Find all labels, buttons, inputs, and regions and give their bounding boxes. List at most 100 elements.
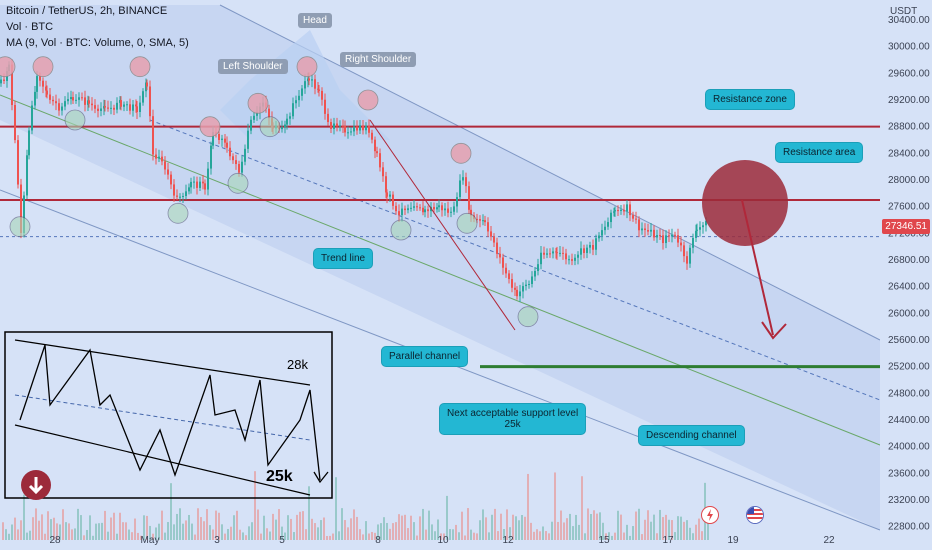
- candle-body: [64, 101, 66, 107]
- candle-body: [470, 209, 472, 216]
- candle-body: [152, 116, 154, 155]
- volume-bar: [482, 509, 484, 540]
- volume-bar: [146, 515, 148, 540]
- candle-body: [190, 181, 192, 188]
- candle-body: [465, 177, 467, 187]
- candle-body: [696, 229, 698, 231]
- y-tick-label: 24800.00: [888, 388, 930, 399]
- down-arrow-badge-icon[interactable]: [21, 470, 51, 500]
- y-tick-label: 25200.00: [888, 362, 930, 373]
- candle-body: [427, 209, 429, 212]
- volume-bar: [224, 533, 226, 540]
- candle-body: [674, 234, 676, 236]
- volume-bar: [611, 535, 613, 540]
- candle-body: [304, 81, 306, 89]
- candle-body: [173, 184, 175, 196]
- candle-body: [487, 222, 489, 232]
- volume-bar: [617, 510, 619, 540]
- us-flag-icon[interactable]: [746, 506, 764, 524]
- volume-bar: [347, 527, 349, 540]
- candle-body: [28, 130, 30, 156]
- candle-body: [401, 208, 403, 216]
- volume-bar: [284, 532, 286, 540]
- projection-arrow-head: [761, 321, 787, 340]
- volume-bar: [107, 531, 109, 540]
- candle-body: [626, 204, 628, 212]
- candle-body: [365, 125, 367, 131]
- candle-body: [689, 247, 691, 264]
- candle-body: [308, 78, 310, 81]
- candle-body: [614, 210, 616, 212]
- volume-bar: [275, 519, 277, 540]
- candle-body: [298, 95, 300, 101]
- flash-icon[interactable]: [701, 506, 719, 524]
- channel-mid-dashed-line: [149, 119, 881, 401]
- candle-body: [235, 160, 237, 165]
- trend-line: [0, 94, 881, 446]
- volume-bar: [5, 529, 7, 540]
- volume-bar: [272, 513, 274, 540]
- volume-bar: [257, 509, 259, 540]
- candle-body: [42, 80, 44, 87]
- volume-bar: [245, 535, 247, 540]
- volume-bar: [440, 533, 442, 540]
- volume-bar: [338, 531, 340, 540]
- volume-bar: [269, 531, 271, 540]
- candle-body: [514, 287, 516, 290]
- candle-body: [342, 125, 344, 127]
- candle-body: [617, 210, 619, 212]
- candle-body: [424, 209, 426, 213]
- candle-body: [104, 106, 106, 108]
- volume-bar: [77, 508, 79, 540]
- inset-mid-line: [14, 394, 311, 441]
- volume-bar: [128, 529, 130, 540]
- support-level-line1: Next acceptable support level: [447, 408, 579, 419]
- price-axis[interactable]: [880, 0, 932, 550]
- ma-indicator-label: MA (9, Vol · BTC: Volume, 0, SMA, 5): [6, 37, 189, 49]
- volume-bar: [242, 532, 244, 540]
- pivot-high-marker: [32, 56, 54, 78]
- volume-bar: [251, 522, 253, 540]
- candle-body: [244, 148, 246, 162]
- volume-indicator-label: Vol · BTC: [6, 21, 54, 33]
- candle-body: [496, 242, 498, 254]
- volume-bar: [407, 528, 409, 540]
- volume-bar: [659, 509, 661, 540]
- candle-body: [574, 257, 576, 261]
- candle-body: [350, 131, 352, 133]
- volume-bar: [164, 532, 166, 540]
- volume-bar: [491, 514, 493, 540]
- candle-body: [353, 126, 355, 132]
- volume-bar: [188, 514, 190, 540]
- volume-bar: [707, 509, 709, 540]
- candle-body: [456, 197, 458, 207]
- candle-body: [671, 234, 673, 237]
- pivot-high-marker: [0, 56, 16, 78]
- candle-body: [362, 125, 364, 131]
- volume-bar: [416, 535, 418, 540]
- volume-bar: [200, 517, 202, 540]
- volume-bar: [8, 533, 10, 540]
- channel-upper-line: [219, 4, 881, 341]
- volume-bar: [479, 520, 481, 540]
- volume-bar: [428, 510, 430, 540]
- x-tick-label: 8: [375, 535, 381, 546]
- candle-body: [155, 154, 157, 159]
- candle-body: [407, 208, 409, 211]
- candle-body: [641, 228, 643, 231]
- volume-bar: [341, 508, 343, 540]
- volume-bar: [401, 515, 403, 540]
- volume-bar: [521, 514, 523, 540]
- candle-body: [176, 195, 178, 197]
- volume-bar: [308, 486, 310, 540]
- volume-bar: [374, 532, 376, 540]
- candle-body: [613, 211, 615, 213]
- candle-body: [459, 180, 461, 198]
- candle-body: [226, 142, 228, 148]
- volume-bar: [59, 524, 61, 540]
- candle-body: [371, 132, 373, 140]
- inset-box: [4, 331, 333, 499]
- volume-bar: [56, 523, 58, 540]
- pivot-high-marker: [247, 92, 269, 114]
